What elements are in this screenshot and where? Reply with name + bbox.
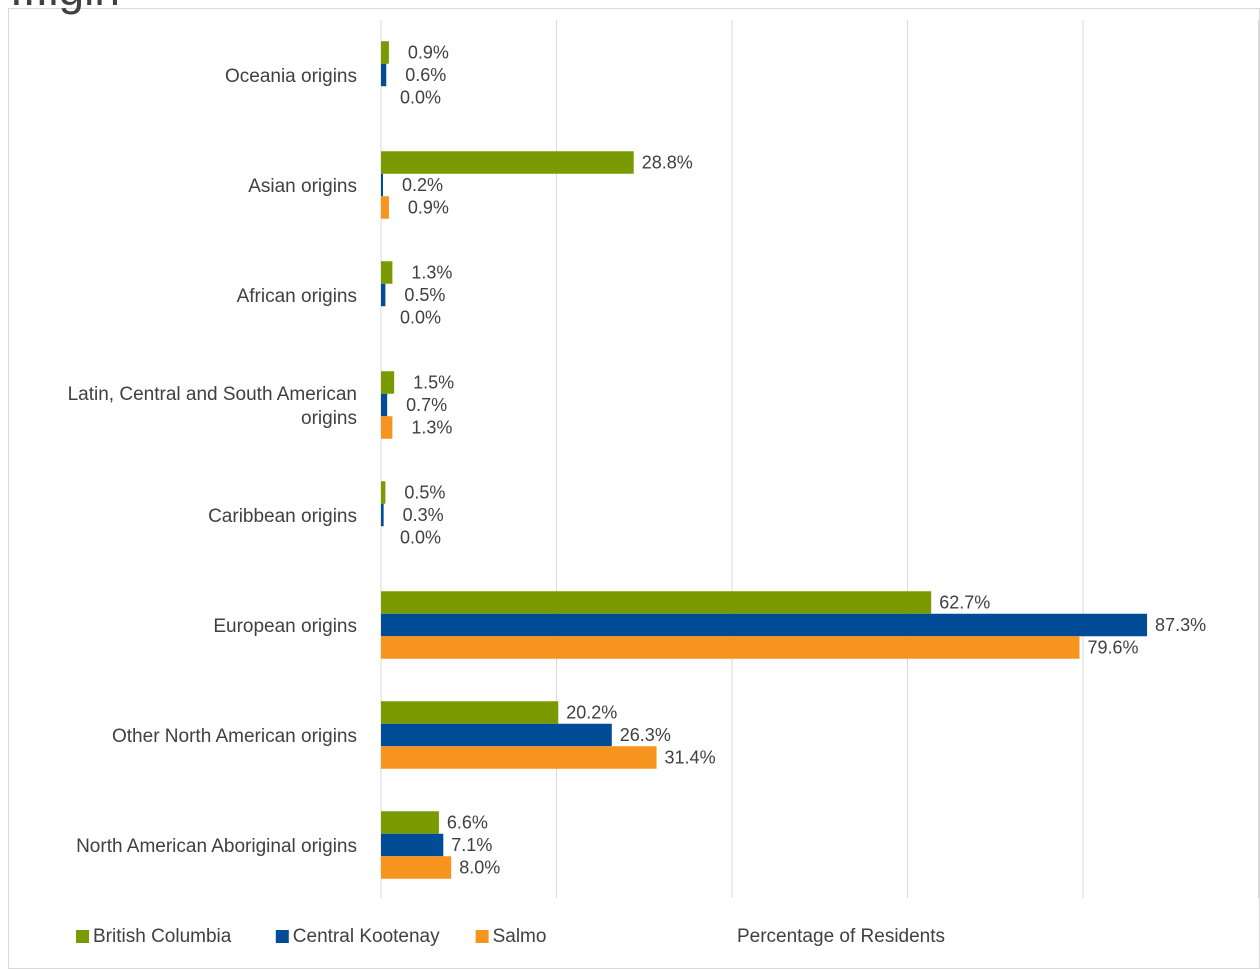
bar [381, 41, 389, 64]
data-label: 0.7% [406, 395, 447, 415]
data-label: 79.6% [1087, 638, 1138, 658]
data-label: 31.4% [665, 748, 716, 768]
data-label: 0.0% [400, 308, 441, 328]
data-label: 0.2% [402, 175, 443, 195]
category-label: Oceania origins [225, 66, 357, 87]
category-label: Latin, Central and South American origins [68, 384, 357, 429]
bar [381, 261, 393, 284]
bar [381, 723, 612, 747]
data-label: 7.1% [451, 835, 492, 855]
bar [381, 416, 393, 439]
data-label: 1.5% [413, 373, 454, 393]
data-label: 1.3% [411, 418, 452, 438]
bar [381, 811, 439, 834]
data-label: 0.5% [404, 483, 445, 503]
bar [381, 371, 395, 394]
category-label: Other North American origins [112, 726, 357, 747]
bar [381, 393, 388, 417]
data-label: 20.2% [566, 703, 617, 723]
bar [381, 591, 932, 614]
chart-title-fragment: ...igin [10, 0, 120, 16]
category-label: European origins [213, 616, 357, 637]
category-label: North American Aboriginal origins [76, 836, 357, 857]
bar [381, 636, 1080, 659]
category-label: Caribbean origins [208, 506, 357, 527]
legend-swatch [76, 930, 89, 943]
data-label: 0.3% [403, 505, 444, 525]
data-label: 28.8% [642, 153, 693, 173]
legend-label: British Columbia [93, 926, 232, 947]
data-label: 0.9% [408, 198, 449, 218]
bar [381, 196, 389, 219]
data-label: 0.0% [400, 528, 441, 548]
chart-frame [8, 8, 1260, 969]
data-label: 0.9% [408, 43, 449, 63]
legend-swatch [275, 930, 289, 943]
data-label: 1.3% [411, 263, 452, 283]
bar [381, 151, 634, 174]
data-label: 0.0% [400, 88, 441, 108]
legend-swatch [475, 930, 489, 943]
bar [381, 63, 387, 87]
data-label: 0.6% [405, 65, 446, 85]
data-label: 87.3% [1155, 615, 1206, 635]
data-label: 8.0% [459, 858, 500, 878]
bar [381, 283, 386, 307]
bar [381, 833, 444, 857]
bar [381, 746, 657, 769]
bar [381, 481, 386, 504]
category-label: Asian origins [248, 176, 357, 197]
category-label: African origins [237, 286, 357, 307]
x-axis-title: Percentage of Residents [737, 926, 945, 947]
legend-label: Salmo [493, 926, 547, 947]
bar [381, 701, 559, 724]
bar [381, 613, 1148, 637]
data-label: 62.7% [939, 593, 990, 613]
legend-label: Central Kootenay [293, 926, 440, 947]
bar [381, 173, 383, 197]
data-label: 6.6% [447, 813, 488, 833]
data-label: 0.5% [404, 285, 445, 305]
bar [381, 856, 452, 879]
bar [381, 503, 384, 527]
data-label: 26.3% [620, 725, 671, 745]
